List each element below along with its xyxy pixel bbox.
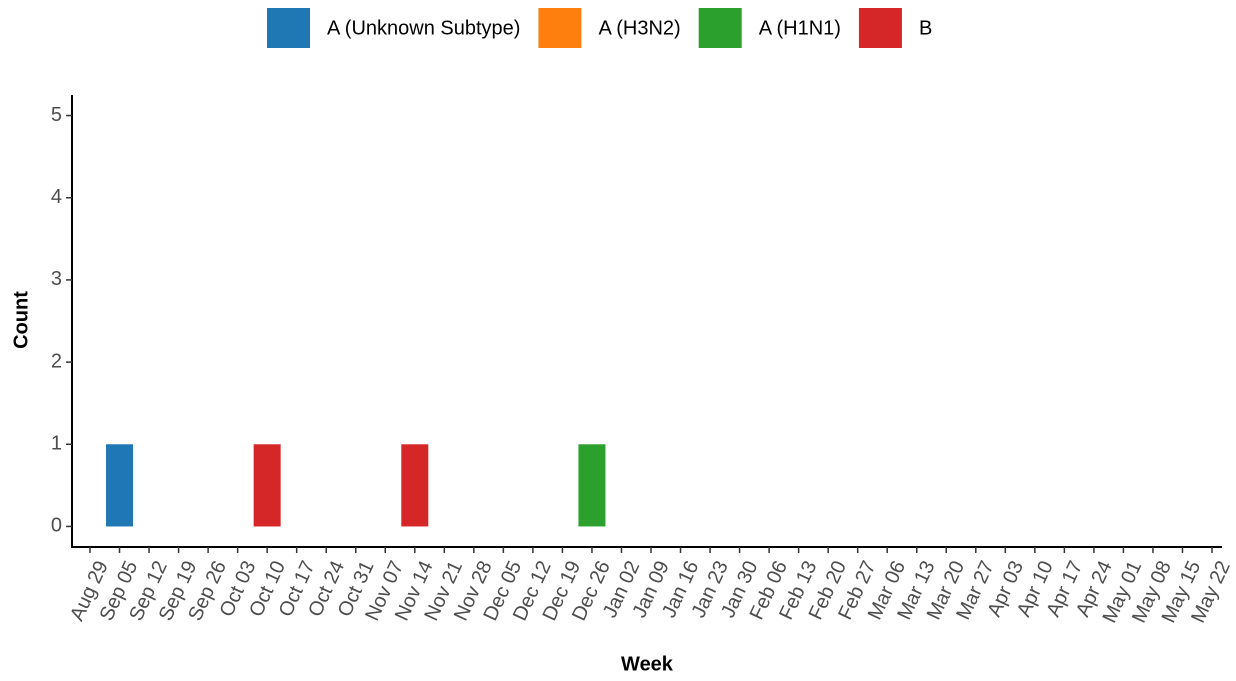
bar [401,444,429,527]
legend-text: A (H3N2) [598,17,680,39]
bar [253,444,281,527]
legend-swatch [267,8,310,48]
y-tick-label: 5 [51,104,62,126]
x-axis-title: Week [621,653,674,675]
legend-swatch [858,8,902,48]
y-tick-label: 0 [51,515,62,537]
bar [106,444,134,527]
y-tick-label: 4 [51,186,62,208]
y-tick-label: 1 [51,433,62,455]
legend-text: A (H1N1) [759,17,841,39]
legend-swatch [698,8,742,48]
legend-text: A (Unknown Subtype) [327,17,520,39]
legend-swatch [538,8,582,48]
y-axis-title: Count [10,291,32,349]
bar [578,444,606,527]
y-tick-label: 3 [51,268,62,290]
legend-text: B [919,17,932,39]
y-tick-label: 2 [51,350,62,372]
